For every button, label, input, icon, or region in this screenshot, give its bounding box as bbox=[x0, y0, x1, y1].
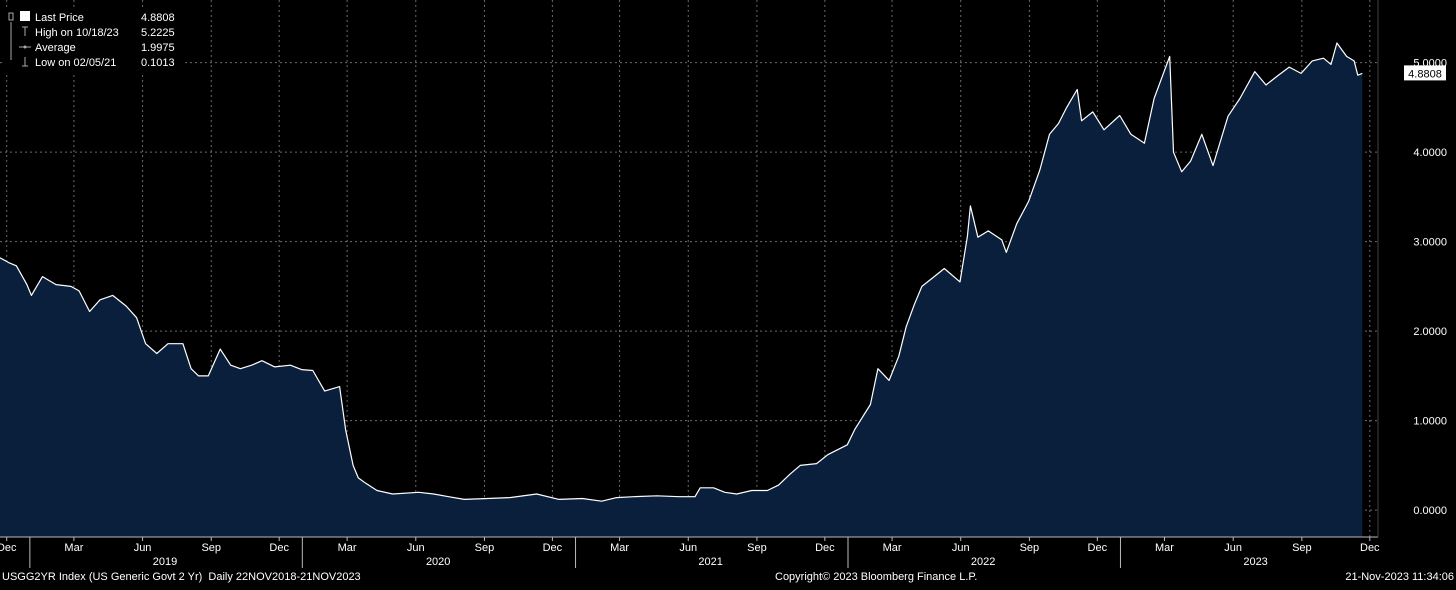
x-year-label: 2021 bbox=[698, 556, 722, 568]
legend-item: High on 10/18/23 5.2225 bbox=[10, 22, 175, 39]
x-tick-label: Jun bbox=[1224, 542, 1242, 554]
low-marker-icon bbox=[10, 52, 28, 67]
legend-value: 4.8808 bbox=[141, 12, 175, 24]
filled-square-icon bbox=[8, 11, 30, 21]
legend-label: Last Price bbox=[35, 12, 84, 24]
legend-item: Low on 02/05/21 0.1013 bbox=[10, 52, 175, 69]
footer-timestamp: 21-Nov-2023 11:34:06 bbox=[1345, 571, 1454, 583]
x-tick-label: Jun bbox=[952, 542, 970, 554]
legend-label: Average bbox=[35, 42, 76, 54]
y-tick-label: 4.0000 bbox=[1413, 147, 1447, 159]
x-tick-label: Sep bbox=[1292, 542, 1312, 554]
legend-item: Last Price 4.8808 bbox=[8, 11, 175, 24]
x-tick-label: Dec bbox=[1360, 542, 1380, 554]
x-tick-label: Mar bbox=[64, 542, 83, 554]
y-tick-label: 1.0000 bbox=[1413, 416, 1447, 428]
high-marker-icon bbox=[10, 22, 28, 38]
x-tick-label: Mar bbox=[610, 542, 629, 554]
last-price-box-value: 4.8808 bbox=[1408, 68, 1442, 80]
x-tick-label: Jun bbox=[679, 542, 697, 554]
x-tick-label: Dec bbox=[269, 542, 289, 554]
x-tick-label: Dec bbox=[815, 542, 835, 554]
y-tick-label: 3.0000 bbox=[1413, 237, 1447, 249]
legend-label: High on 10/18/23 bbox=[35, 27, 119, 39]
x-tick-label: Mar bbox=[338, 542, 357, 554]
x-tick-label: Sep bbox=[201, 542, 221, 554]
x-tick-label: Mar bbox=[1155, 542, 1174, 554]
area-layer bbox=[0, 42, 1363, 537]
x-tick-label: Sep bbox=[1020, 542, 1040, 554]
legend-value: 1.9975 bbox=[141, 42, 175, 54]
x-tick-label: Jun bbox=[134, 542, 152, 554]
x-tick-label: Jun bbox=[407, 542, 425, 554]
last-price-box bbox=[1404, 65, 1446, 81]
average-line-icon bbox=[10, 37, 31, 53]
x-year-label: 2023 bbox=[1243, 556, 1267, 568]
footer-security-label: USGG2YR Index (US Generic Govt 2 Yr) Dai… bbox=[2, 571, 361, 583]
legend-item: Average 1.9975 bbox=[10, 37, 175, 54]
series-line bbox=[0, 42, 1363, 502]
y-tick-label: 0.0000 bbox=[1413, 505, 1447, 517]
footer: USGG2YR Index (US Generic Govt 2 Yr) Dai… bbox=[2, 571, 1454, 583]
x-year-label: 2020 bbox=[426, 556, 450, 568]
x-tick-label: Dec bbox=[543, 542, 563, 554]
series-area bbox=[0, 43, 1363, 537]
footer-copyright: Copyright© 2023 Bloomberg Finance L.P. bbox=[775, 571, 977, 583]
x-year-label: 2022 bbox=[971, 556, 995, 568]
last-price-marker: 4.8808 bbox=[1404, 65, 1446, 81]
x-tick-label: Mar bbox=[883, 542, 902, 554]
x-tick-label: Dec bbox=[0, 542, 17, 554]
x-year-label: 2019 bbox=[153, 556, 177, 568]
legend-value: 0.1013 bbox=[141, 57, 175, 69]
legend-background bbox=[4, 8, 182, 72]
x-tick-label: Sep bbox=[747, 542, 767, 554]
legend-value: 5.2225 bbox=[141, 27, 175, 39]
y-tick-label: 2.0000 bbox=[1413, 326, 1447, 338]
legend-label: Low on 02/05/21 bbox=[35, 57, 116, 69]
x-tick-label: Dec bbox=[1088, 542, 1108, 554]
x-tick-label: Sep bbox=[475, 542, 495, 554]
